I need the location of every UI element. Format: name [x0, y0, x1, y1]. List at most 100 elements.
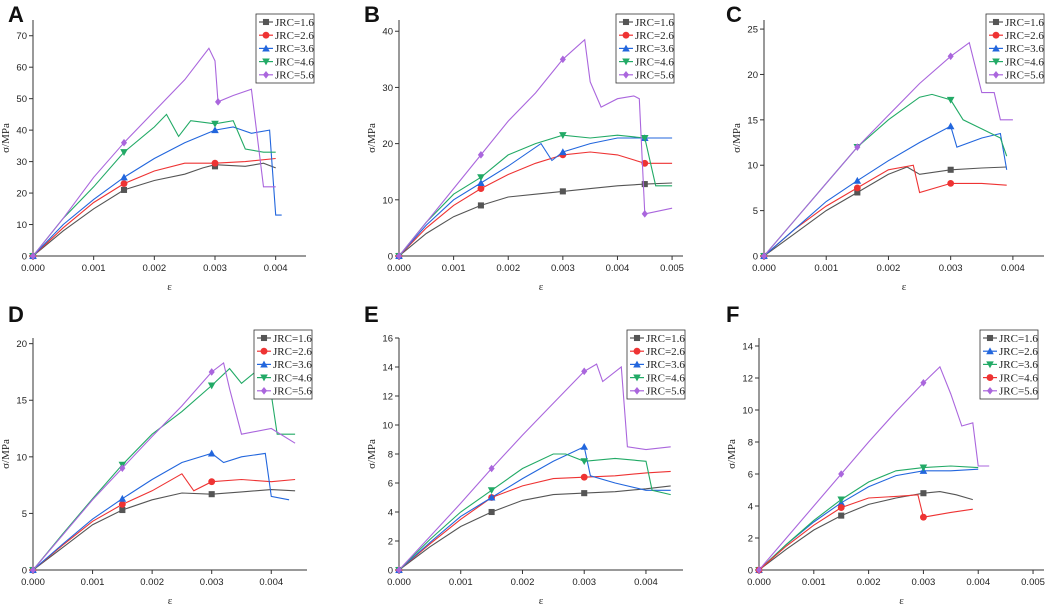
data-point: [838, 512, 845, 519]
series-line-jrc-1.6: [398, 485, 671, 571]
legend-marker: [622, 58, 630, 66]
legend-label: JRC=3.6: [273, 359, 312, 371]
panel-label: D: [8, 302, 24, 327]
data-point: [118, 494, 127, 502]
y-tick-label: 10: [382, 195, 393, 206]
series-line-jrc-2.6: [398, 151, 673, 257]
panel-a: A 0.000 0.001 0.002 0.003 0.004 0 10 20 30 40 50 60 7…: [0, 2, 314, 293]
data-point: [214, 98, 222, 106]
data-point: [208, 368, 215, 376]
data-point: [120, 173, 128, 181]
series-line-jrc-1.6: [763, 166, 1007, 257]
data-point: [920, 379, 927, 387]
x-axis-title: ε: [539, 281, 544, 293]
legend-label: JRC=2.6: [275, 30, 314, 42]
data-point: [837, 504, 845, 512]
x-tick-label: 0.004: [634, 577, 658, 588]
x-tick-label: 0.003: [572, 577, 596, 588]
legend-label: JRC=1.6: [646, 333, 685, 345]
legend-label: JRC=2.6: [999, 346, 1038, 358]
data-point: [920, 490, 927, 497]
legend-marker: [992, 31, 1000, 39]
legend-marker: [260, 334, 268, 342]
panel-label: C: [726, 2, 742, 27]
legend-marker: [262, 58, 270, 66]
series-line-jrc-4.6: [398, 134, 673, 257]
series-line-jrc-2.6: [32, 473, 296, 571]
data-point: [211, 126, 219, 134]
legend-marker: [260, 360, 268, 368]
y-tick-label: 20: [16, 339, 27, 350]
data-point: [207, 382, 216, 390]
legend-label: JRC=5.6: [273, 386, 312, 398]
legend-marker: [260, 347, 268, 355]
data-point: [581, 490, 588, 497]
x-tick-label: 0.005: [1021, 577, 1045, 588]
legend-label: JRC=4.6: [999, 372, 1038, 384]
series-line-jrc-5.6: [32, 47, 276, 257]
legend-label: JRC=3.6: [1005, 43, 1044, 55]
y-tick-label: 16: [382, 334, 393, 345]
legend-label: JRC=4.6: [1005, 56, 1044, 68]
y-tick-label: 8: [748, 438, 753, 449]
data-point: [487, 487, 496, 495]
x-tick-label: 0.004: [1001, 263, 1025, 274]
legend-label: JRC=1.6: [999, 333, 1038, 345]
legend-marker: [633, 374, 641, 382]
legend-label: JRC=4.6: [275, 56, 314, 68]
legend-marker: [633, 387, 641, 395]
y-tick-label: 20: [16, 189, 27, 200]
data-point: [120, 149, 128, 156]
y-tick-label: 20: [747, 70, 758, 81]
x-tick-label: 0.004: [606, 263, 630, 274]
y-tick-label: 0: [388, 566, 393, 577]
data-point: [947, 179, 955, 187]
x-tick-label: 0.001: [814, 263, 838, 274]
legend-marker: [633, 360, 641, 368]
panel-label: A: [8, 2, 24, 27]
y-tick-label: 0: [748, 566, 753, 577]
y-tick-label: 0: [22, 252, 27, 263]
y-tick-label: 10: [16, 452, 27, 463]
panel-label: E: [364, 302, 379, 327]
data-point: [853, 184, 861, 192]
legend-label: JRC=4.6: [646, 372, 685, 384]
legend-marker: [992, 71, 1000, 79]
y-axis-title: σ/MPa: [726, 439, 738, 469]
legend-marker: [260, 387, 268, 395]
data-point: [946, 96, 955, 104]
legend-label: JRC=1.6: [1005, 17, 1044, 29]
data-point: [477, 202, 484, 209]
legend-label: JRC=5.6: [646, 386, 685, 398]
data-point: [580, 442, 589, 450]
y-tick-label: 15: [747, 115, 758, 126]
x-tick-label: 0.002: [857, 577, 881, 588]
data-point: [946, 122, 955, 130]
data-point: [947, 166, 954, 173]
series-line-jrc-3.6: [763, 125, 1008, 257]
legend-label: JRC=3.6: [999, 359, 1038, 371]
data-point: [760, 252, 768, 260]
x-tick-label: 0.002: [142, 263, 166, 274]
series-line-jrc-4.6: [32, 113, 276, 257]
y-tick-label: 60: [16, 63, 27, 74]
x-tick-label: 0.002: [140, 577, 164, 588]
y-tick-label: 0: [753, 252, 758, 263]
data-point: [208, 478, 216, 486]
series-line-jrc-3.6: [398, 446, 671, 571]
series-line-jrc-3.6: [32, 126, 282, 257]
legend-label: JRC=2.6: [646, 346, 685, 358]
legend-label: JRC=4.6: [273, 372, 312, 384]
data-point: [838, 470, 845, 478]
data-point: [581, 367, 588, 376]
x-axis-title: ε: [899, 595, 904, 606]
data-point: [641, 181, 648, 188]
data-point: [837, 496, 846, 504]
data-point: [29, 252, 37, 260]
series-line-jrc-1.6: [398, 182, 673, 257]
y-tick-label: 10: [742, 406, 753, 417]
series-line-jrc-3.6: [398, 137, 673, 257]
panel-d: D 0.000 0.001 0.002 0.003 0.004 0 5 10 15 20 ε σ/MPa…: [0, 302, 312, 606]
x-axis-title: ε: [167, 281, 172, 293]
